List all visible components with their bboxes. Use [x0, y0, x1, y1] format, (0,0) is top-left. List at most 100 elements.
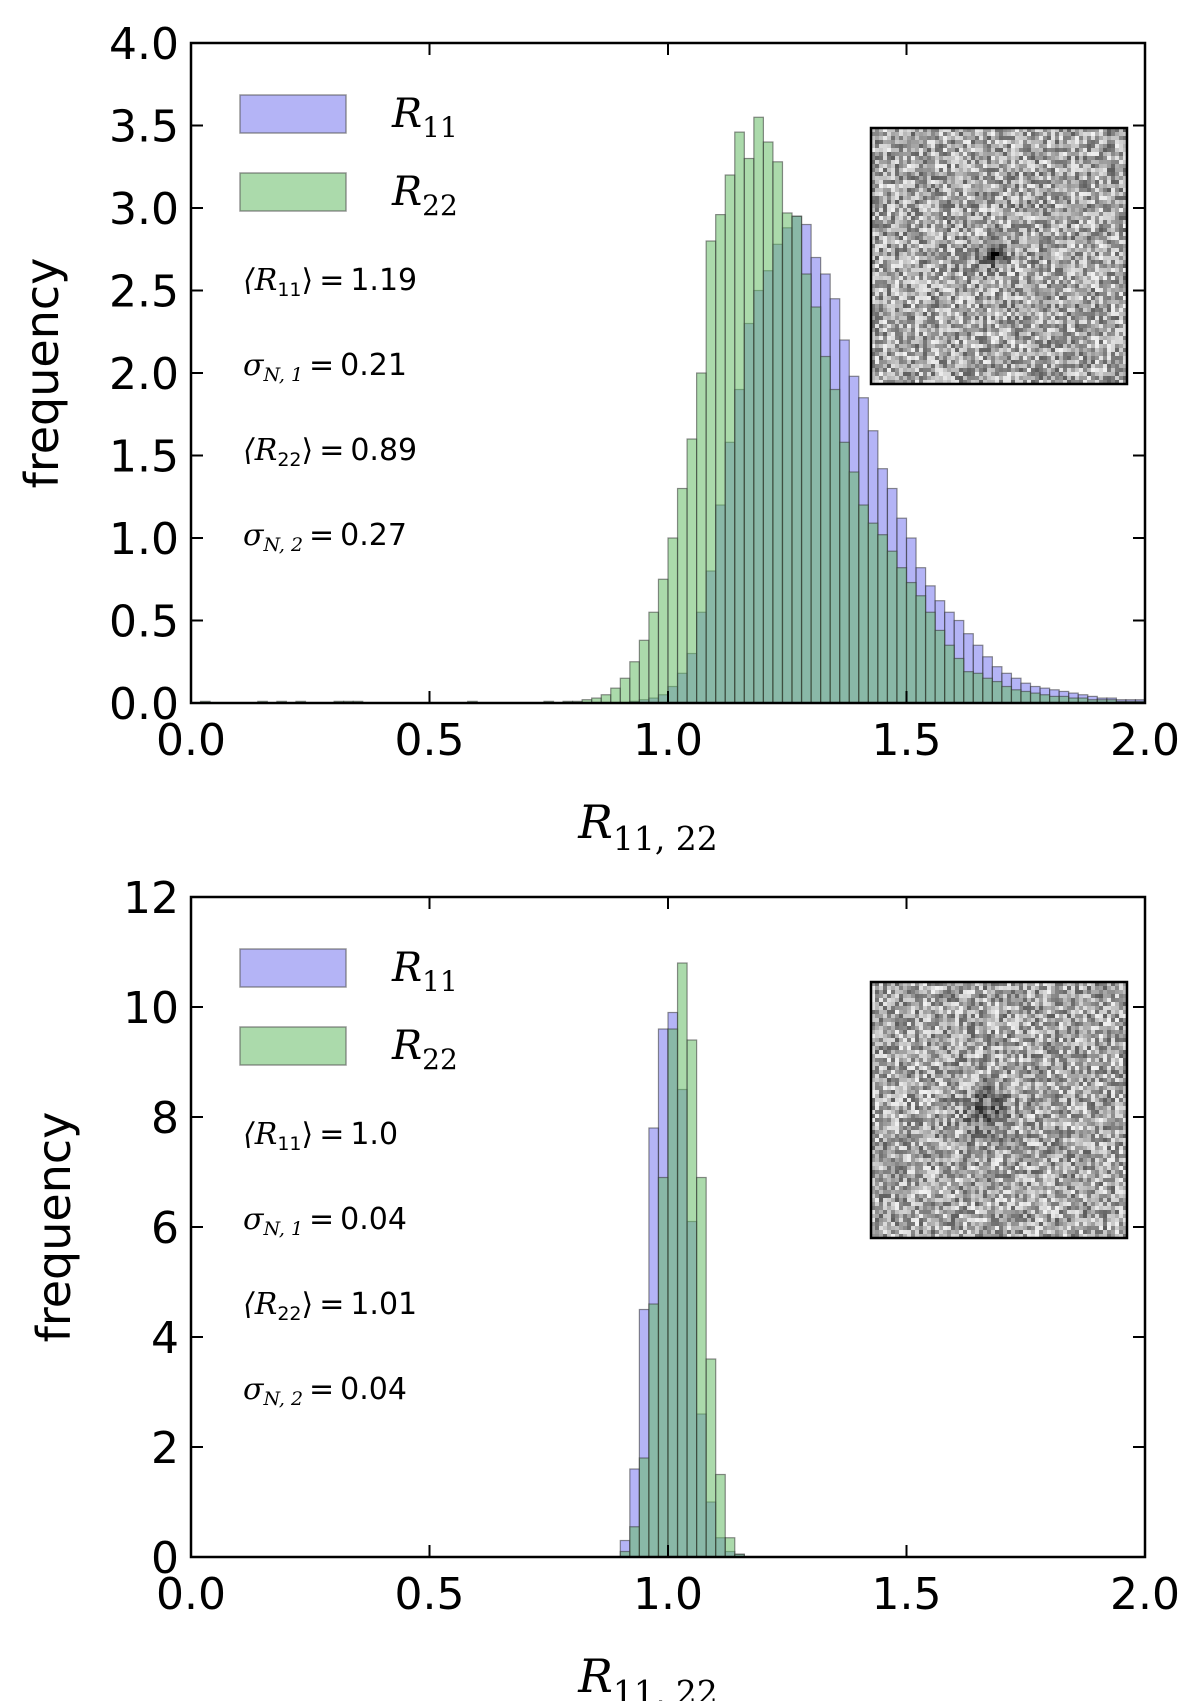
inset-pixel — [995, 994, 1000, 999]
inset-pixel — [891, 200, 896, 205]
inset-pixel — [971, 244, 976, 249]
inset-pixel — [1011, 156, 1016, 161]
inset-pixel — [1115, 268, 1120, 273]
inset-pixel — [1055, 152, 1060, 157]
inset-pixel — [1023, 144, 1028, 149]
inset-pixel — [1115, 356, 1120, 361]
inset-pixel — [999, 264, 1004, 269]
inset-pixel — [915, 320, 920, 325]
inset-pixel — [1015, 360, 1020, 365]
inset-pixel — [967, 236, 972, 241]
inset-pixel — [1079, 982, 1084, 987]
bar-R22 — [953, 657, 965, 704]
inset-pixel — [1059, 276, 1064, 281]
inset-pixel — [1027, 152, 1032, 157]
inset-pixel — [963, 336, 968, 341]
inset-pixel — [923, 998, 928, 1003]
inset-pixel — [1043, 252, 1048, 257]
inset-pixel — [971, 332, 976, 337]
inset-pixel — [1019, 160, 1024, 165]
inset-pixel — [1067, 128, 1072, 133]
inset-pixel — [947, 380, 952, 385]
inset-pixel — [1095, 148, 1100, 153]
inset-pixel — [1111, 296, 1116, 301]
inset-pixel — [947, 188, 952, 193]
inset-pixel — [879, 376, 884, 381]
inset-pixel — [1039, 260, 1044, 265]
inset-pixel — [1075, 152, 1080, 157]
inset-pixel — [1011, 344, 1016, 349]
inset-pixel — [987, 144, 992, 149]
inset-pixel — [1007, 352, 1012, 357]
inset-pixel — [903, 236, 908, 241]
inset-pixel — [1063, 236, 1068, 241]
inset-pixel — [895, 360, 900, 365]
inset-pixel — [923, 168, 928, 173]
inset-pixel — [963, 140, 968, 145]
inset-pixel — [891, 328, 896, 333]
inset-pixel — [963, 328, 968, 333]
inset-pixel — [915, 352, 920, 357]
inset-pixel — [1087, 232, 1092, 237]
inset-pixel — [915, 240, 920, 245]
inset-pixel — [1083, 312, 1088, 317]
inset-pixel — [1095, 200, 1100, 205]
inset-pixel — [883, 192, 888, 197]
inset-pixel — [1047, 148, 1052, 153]
inset-pixel — [891, 148, 896, 153]
inset-pixel — [1123, 1018, 1128, 1023]
inset-pixel — [871, 140, 876, 145]
inset-pixel — [899, 196, 904, 201]
inset-pixel — [883, 304, 888, 309]
inset-pixel — [983, 280, 988, 285]
inset-pixel — [991, 990, 996, 995]
inset-pixel — [983, 252, 988, 257]
inset-pixel — [1027, 144, 1032, 149]
inset-pixel — [959, 244, 964, 249]
inset-pixel — [1039, 994, 1044, 999]
inset-pixel — [1075, 224, 1080, 229]
inset-pixel — [1087, 280, 1092, 285]
inset-pixel — [1019, 140, 1024, 145]
inset-pixel — [943, 160, 948, 165]
inset-pixel — [875, 280, 880, 285]
inset-pixel — [1047, 994, 1052, 999]
inset-pixel — [919, 312, 924, 317]
inset-pixel — [1123, 990, 1128, 995]
inset-pixel — [1071, 324, 1076, 329]
inset-pixel — [1071, 304, 1076, 309]
inset-pixel — [931, 248, 936, 253]
inset-pixel — [895, 152, 900, 157]
inset-pixel — [991, 1006, 996, 1011]
inset-pixel — [883, 256, 888, 261]
inset-pixel — [919, 212, 924, 217]
inset-pixel — [907, 364, 912, 369]
inset-pixel — [979, 360, 984, 365]
inset-pixel — [943, 986, 948, 991]
inset-pixel — [1123, 128, 1128, 133]
inset-pixel — [1043, 316, 1048, 321]
inset-pixel — [935, 208, 940, 213]
inset-pixel — [895, 160, 900, 165]
inset-pixel — [1007, 344, 1012, 349]
inset-pixel — [987, 244, 992, 249]
inset-pixel — [931, 180, 936, 185]
inset-pixel — [887, 328, 892, 333]
inset-pixel — [1015, 272, 1020, 277]
inset-pixel — [1071, 308, 1076, 313]
inset-pixel — [971, 304, 976, 309]
inset-pixel — [927, 344, 932, 349]
inset-pixel — [1103, 140, 1108, 145]
inset-pixel — [1071, 212, 1076, 217]
inset-pixel — [907, 320, 912, 325]
inset-pixel — [935, 1006, 940, 1011]
inset-pixel — [1083, 272, 1088, 277]
inset-pixel — [1079, 248, 1084, 253]
inset-pixel — [883, 364, 888, 369]
inset-pixel — [963, 376, 968, 381]
inset-pixel — [895, 204, 900, 209]
inset-pixel — [1059, 364, 1064, 369]
inset-pixel — [1103, 340, 1108, 345]
inset-pixel — [887, 228, 892, 233]
inset-pixel — [935, 200, 940, 205]
